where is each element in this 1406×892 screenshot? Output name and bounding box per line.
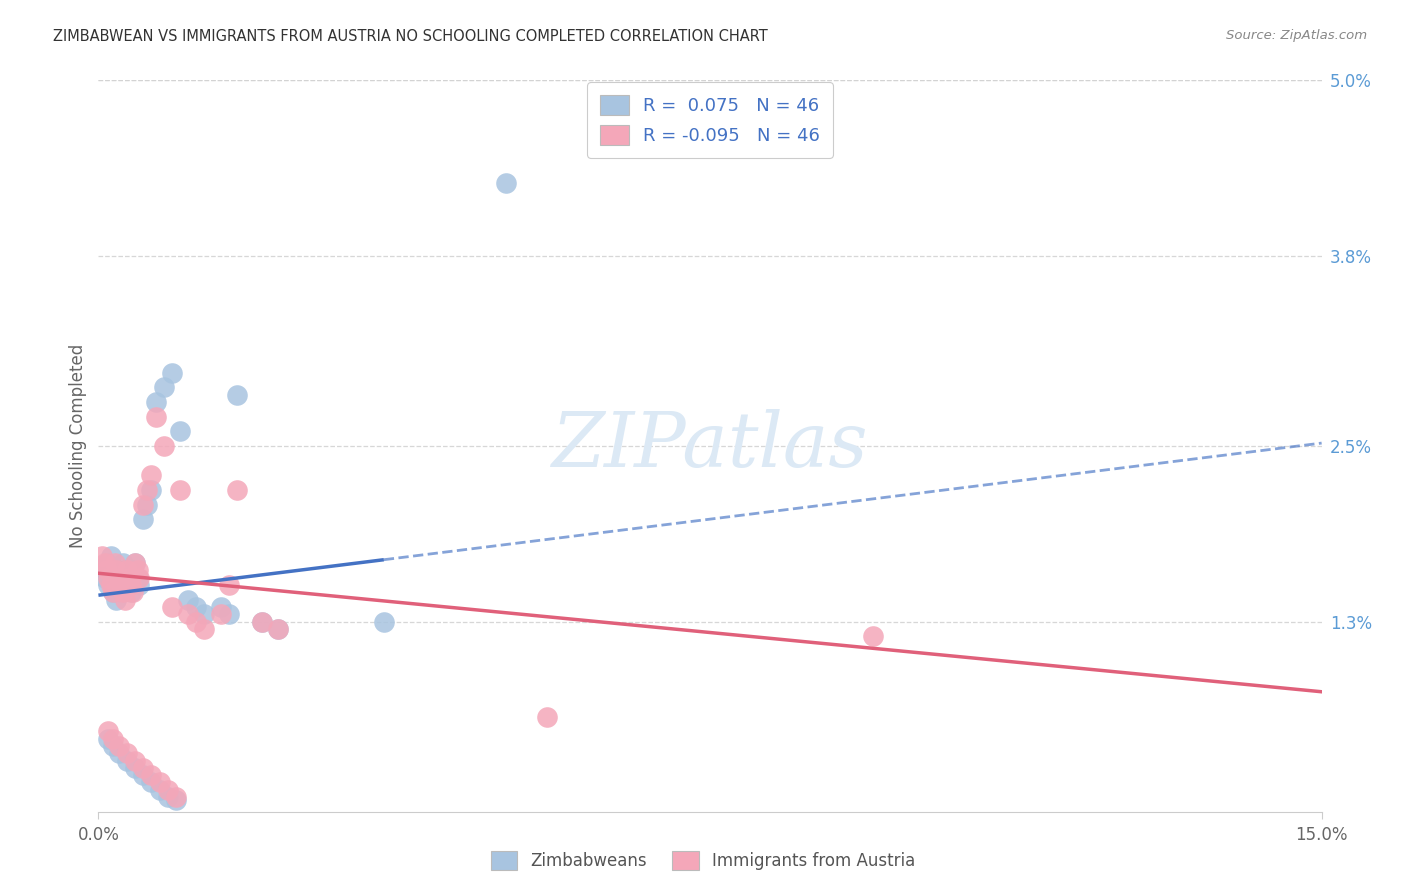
Point: [218, 607, 240, 622]
Point: [136, 498, 159, 512]
Point: [94, 571, 117, 585]
Point: [114, 592, 136, 607]
Point: [373, 615, 395, 629]
Point: [124, 556, 146, 570]
Point: [149, 775, 172, 789]
Point: [141, 768, 163, 782]
Point: [97, 571, 120, 585]
Point: [97, 731, 120, 746]
Point: [108, 739, 131, 753]
Point: [120, 578, 142, 592]
Point: [108, 571, 131, 585]
Point: [105, 592, 128, 607]
Point: [862, 629, 884, 643]
Point: [97, 724, 120, 739]
Point: [132, 498, 155, 512]
Point: [111, 585, 134, 599]
Point: [186, 615, 208, 629]
Point: [495, 176, 517, 190]
Point: [115, 563, 138, 577]
Text: ZIMBABWEAN VS IMMIGRANTS FROM AUSTRIA NO SCHOOLING COMPLETED CORRELATION CHART: ZIMBABWEAN VS IMMIGRANTS FROM AUSTRIA NO…: [53, 29, 768, 44]
Point: [193, 607, 215, 622]
Text: ZIPatlas: ZIPatlas: [551, 409, 869, 483]
Point: [141, 775, 163, 789]
Point: [152, 439, 174, 453]
Point: [124, 754, 146, 768]
Point: [121, 563, 143, 577]
Legend: R =  0.075   N = 46, R = -0.095   N = 46: R = 0.075 N = 46, R = -0.095 N = 46: [588, 82, 832, 158]
Point: [209, 607, 232, 622]
Point: [124, 556, 146, 570]
Point: [177, 607, 200, 622]
Point: [149, 782, 172, 797]
Point: [169, 425, 191, 439]
Point: [160, 599, 183, 614]
Point: [105, 563, 128, 577]
Point: [101, 739, 124, 753]
Point: [145, 409, 167, 424]
Point: [267, 622, 290, 636]
Point: [100, 578, 122, 592]
Point: [101, 585, 124, 599]
Point: [136, 483, 159, 497]
Point: [127, 571, 149, 585]
Point: [115, 754, 138, 768]
Point: [132, 768, 155, 782]
Point: [165, 793, 187, 807]
Point: [218, 578, 240, 592]
Point: [145, 395, 167, 409]
Point: [118, 578, 141, 592]
Point: [128, 578, 150, 592]
Point: [91, 563, 114, 577]
Point: [96, 563, 118, 577]
Point: [177, 592, 200, 607]
Point: [104, 571, 127, 585]
Point: [108, 746, 131, 760]
Point: [128, 571, 150, 585]
Point: [97, 578, 120, 592]
Point: [250, 615, 273, 629]
Point: [108, 578, 131, 592]
Point: [169, 483, 191, 497]
Point: [267, 622, 290, 636]
Point: [156, 782, 179, 797]
Point: [132, 512, 155, 526]
Point: [100, 549, 122, 563]
Point: [121, 585, 143, 599]
Point: [152, 380, 174, 394]
Point: [115, 571, 138, 585]
Text: Source: ZipAtlas.com: Source: ZipAtlas.com: [1226, 29, 1367, 42]
Point: [91, 549, 114, 563]
Point: [141, 483, 163, 497]
Point: [114, 563, 136, 577]
Point: [115, 746, 138, 760]
Point: [536, 709, 558, 723]
Point: [165, 790, 187, 805]
Point: [250, 615, 273, 629]
Legend: Zimbabweans, Immigrants from Austria: Zimbabweans, Immigrants from Austria: [484, 844, 922, 877]
Point: [101, 585, 124, 599]
Point: [96, 556, 118, 570]
Point: [124, 761, 146, 775]
Point: [160, 366, 183, 380]
Point: [226, 388, 249, 402]
Point: [94, 556, 117, 570]
Point: [156, 790, 179, 805]
Point: [141, 468, 163, 483]
Point: [120, 585, 142, 599]
Point: [132, 761, 155, 775]
Point: [104, 556, 127, 570]
Point: [101, 731, 124, 746]
Point: [209, 599, 232, 614]
Point: [118, 571, 141, 585]
Point: [111, 556, 134, 570]
Point: [110, 585, 132, 599]
Point: [186, 599, 208, 614]
Point: [193, 622, 215, 636]
Point: [110, 578, 132, 592]
Y-axis label: No Schooling Completed: No Schooling Completed: [69, 344, 87, 548]
Point: [226, 483, 249, 497]
Point: [127, 563, 149, 577]
